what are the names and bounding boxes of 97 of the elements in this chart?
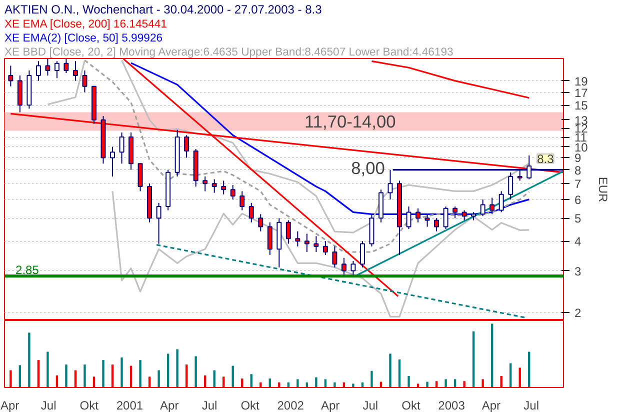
annotation: 8.3 <box>537 152 554 166</box>
candlestick <box>462 210 467 221</box>
x-tick-label: Okt <box>80 398 100 412</box>
candlestick <box>248 202 254 223</box>
x-tick-label: Jul <box>362 398 378 412</box>
annotation: 8,00 <box>351 158 385 178</box>
y-tick-label: 8 <box>574 163 582 178</box>
candlestick <box>267 222 272 256</box>
y-tick-label: 5 <box>574 212 582 226</box>
y-tick-label: 17 <box>574 86 588 100</box>
bar <box>65 364 68 388</box>
bar <box>213 370 216 388</box>
bar <box>194 356 197 388</box>
x-tick-label: Apr <box>320 398 340 412</box>
candlestick <box>480 198 486 217</box>
candlestick <box>286 220 291 244</box>
candlestick <box>452 206 458 219</box>
candlestick <box>498 190 504 213</box>
bar <box>296 379 299 388</box>
x-tick-label: Jul <box>524 398 539 412</box>
candlestick <box>508 172 514 200</box>
candlestick <box>314 236 319 252</box>
candlestick <box>388 169 393 200</box>
y-tick-label: 15 <box>574 98 588 113</box>
candlestick <box>72 60 78 82</box>
bar <box>120 358 123 388</box>
text: XE BBD [Close, 20, 2] Moving Average:6.4635 Upper Band:8.46507 Lower Band:4.46193 <box>4 46 454 58</box>
bar <box>315 377 318 388</box>
candlestick <box>424 214 430 228</box>
x-tick-label: Jul <box>40 398 56 412</box>
y-tick-label: 2 <box>574 306 582 320</box>
y-tick-label: 3 <box>574 264 582 278</box>
candlestick <box>156 202 162 244</box>
candlestick <box>295 230 300 247</box>
line-series <box>84 59 530 253</box>
text: XE EMA [Close, 200] 16.145441 <box>4 18 167 30</box>
candlestick <box>184 134 190 158</box>
bar <box>28 332 30 388</box>
candlestick <box>416 208 421 223</box>
x-tick-label: Okt <box>402 398 421 412</box>
candlestick <box>258 214 264 232</box>
bar <box>352 384 354 388</box>
x-tick-label: Apr <box>0 398 20 412</box>
candlestick <box>322 240 328 256</box>
bar <box>158 370 160 388</box>
bar <box>46 352 49 388</box>
x-tick-label: 2002 <box>277 398 304 412</box>
candlestick <box>8 65 14 87</box>
bar <box>139 360 142 388</box>
x-tick-label: 2003 <box>438 398 466 412</box>
bar <box>444 379 447 388</box>
candlestick <box>406 206 412 230</box>
y-tick-label: 4 <box>574 234 582 249</box>
bar <box>370 370 373 388</box>
candlestick <box>54 60 60 79</box>
candlestick <box>240 190 245 211</box>
bar <box>334 382 336 388</box>
bar <box>472 331 475 388</box>
x-tick-label: Apr <box>482 398 501 412</box>
candlestick <box>350 260 356 277</box>
bar <box>408 376 410 388</box>
ref-line-label: 2.85 <box>16 263 40 278</box>
candlestick <box>230 184 236 200</box>
candlestick <box>221 180 226 195</box>
bar <box>102 360 104 388</box>
candlestick <box>434 218 440 232</box>
candlestick <box>360 240 365 268</box>
band-label: 11,70-14,00 <box>304 111 396 132</box>
y-tick-label: 7 <box>574 177 582 192</box>
bar <box>490 324 494 388</box>
chart-title: AKTIEN O.N., Wochenchart - 30.04.2000 - 27.07.2003 - 8.3 <box>4 2 322 16</box>
candlestick <box>341 257 346 277</box>
bar <box>389 354 392 388</box>
candlestick <box>304 233 310 252</box>
candlestick <box>490 197 495 215</box>
bar <box>84 364 86 388</box>
candlestick <box>443 206 448 230</box>
x-tick-label: 2001 <box>116 398 144 412</box>
line-series <box>112 190 530 318</box>
bar <box>426 382 428 388</box>
y-axis-title: EUR <box>596 176 610 202</box>
candlestick <box>138 163 143 192</box>
y-tick-label: 6 <box>574 192 582 207</box>
candlestick <box>36 60 41 82</box>
y-tick-label: 19 <box>574 74 588 88</box>
candlestick <box>212 178 217 194</box>
candlestick <box>110 146 115 177</box>
candlestick <box>119 132 124 164</box>
x-tick-label: Apr <box>160 398 179 412</box>
candlestick <box>82 70 88 93</box>
x-tick-label: Jul <box>202 398 218 412</box>
candlestick <box>332 246 338 268</box>
text: XE EMA(2) [Close, 50] 5.99926 <box>4 32 163 44</box>
x-tick-label: Okt <box>240 398 260 412</box>
candlestick <box>202 176 208 192</box>
bar <box>176 349 178 388</box>
bar <box>166 354 170 388</box>
